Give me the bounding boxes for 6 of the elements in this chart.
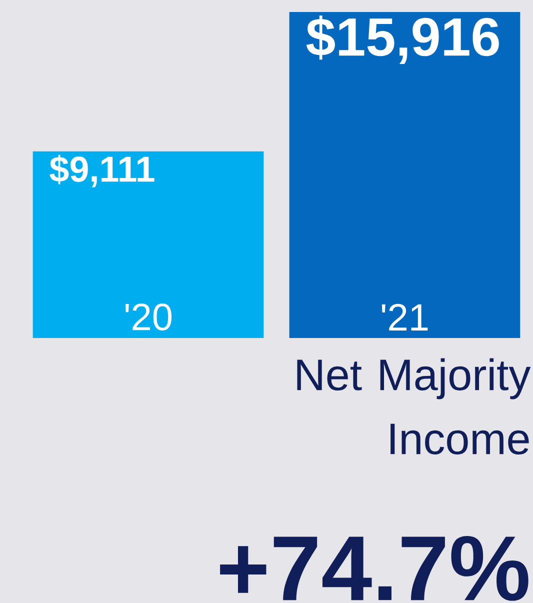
data-label: $15,916 xyxy=(306,16,499,64)
x-tick-label: '21 xyxy=(382,304,428,330)
x-tick-label: '20 xyxy=(125,304,172,330)
data-label: $9,111 xyxy=(50,154,154,188)
text: Net Majority Income xyxy=(297,358,531,454)
text: +74.7% xyxy=(220,536,528,601)
